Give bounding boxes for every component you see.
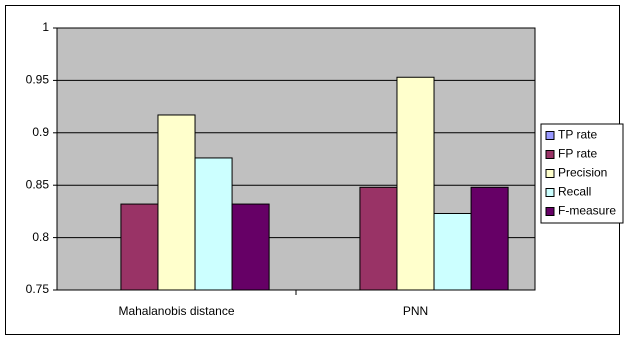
legend-swatch	[545, 207, 555, 216]
legend-swatch	[545, 150, 555, 159]
y-tick-label: 0.85	[26, 177, 50, 191]
bar	[433, 212, 472, 291]
legend-swatch	[545, 131, 555, 140]
bar	[194, 157, 233, 291]
legend-label: Recall	[558, 185, 591, 199]
bar	[157, 114, 196, 291]
x-tick-label: Mahalanobis distance	[118, 304, 234, 318]
legend-swatch	[545, 169, 555, 178]
bar	[359, 186, 398, 291]
y-tick-label: 1	[42, 20, 49, 34]
y-tick-label: 0.95	[26, 73, 50, 87]
bar	[396, 76, 435, 291]
legend-label: Precision	[558, 166, 607, 180]
bar	[231, 203, 270, 291]
legend-label: F-measure	[558, 204, 616, 218]
bar	[120, 203, 159, 291]
x-tick-label: PNN	[403, 304, 428, 318]
legend-box	[540, 123, 624, 224]
y-tick-label: 0.75	[26, 282, 50, 296]
y-tick-label: 0.8	[32, 230, 49, 244]
legend-label: TP rate	[558, 128, 597, 142]
legend-swatch	[545, 188, 555, 197]
bar	[470, 186, 509, 291]
y-tick-label: 0.9	[32, 125, 49, 139]
legend-label: FP rate	[558, 147, 597, 161]
